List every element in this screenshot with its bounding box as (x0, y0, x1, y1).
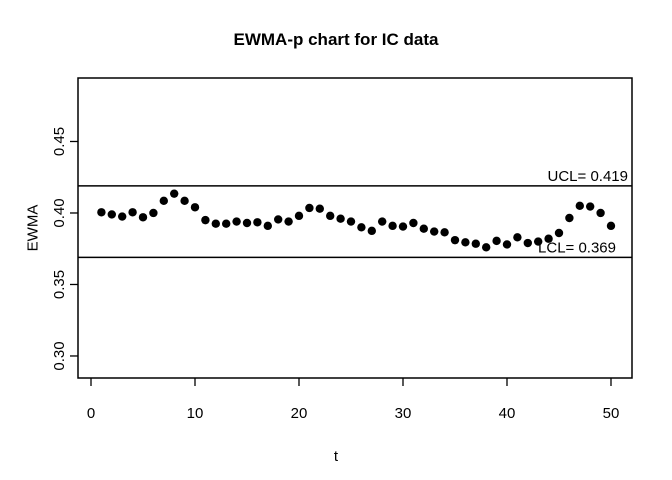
data-point (346, 217, 356, 226)
x-tick-label: 30 (395, 405, 412, 422)
x-tick-label: 0 (87, 405, 95, 422)
y-tick-label: 0.35 (51, 270, 68, 299)
data-point (97, 208, 106, 217)
x-tick-label: 40 (499, 405, 516, 422)
data-point (117, 212, 127, 221)
data-point (377, 217, 387, 226)
data-point (284, 217, 293, 226)
data-point (180, 196, 189, 206)
data-point (481, 243, 491, 252)
data-point (585, 202, 595, 211)
data-point (294, 211, 304, 221)
data-point (242, 218, 252, 228)
data-point (273, 215, 283, 224)
data-point (429, 227, 439, 236)
data-point (398, 222, 408, 231)
x-tick-label: 20 (291, 405, 308, 422)
data-point (492, 236, 501, 246)
data-point (232, 217, 241, 226)
plot-border (77, 77, 633, 379)
data-point (325, 211, 335, 221)
data-point (440, 228, 449, 237)
data-point (107, 210, 116, 219)
data-point (367, 226, 376, 236)
data-point (169, 189, 179, 198)
data-point (201, 215, 210, 225)
data-point (461, 238, 470, 247)
data-point (128, 208, 137, 217)
x-tick-label: 50 (603, 405, 620, 422)
data-point (596, 208, 605, 218)
data-point (190, 203, 200, 212)
data-point (409, 218, 418, 228)
x-axis-label: t (333, 448, 339, 465)
data-point (554, 228, 564, 238)
data-point (419, 224, 428, 233)
data-point (149, 208, 158, 218)
ucl-label: UCL= 0.419 (548, 168, 628, 185)
data-point (305, 203, 314, 213)
data-point (388, 221, 397, 231)
data-point (606, 221, 616, 231)
data-point (575, 201, 584, 211)
data-point (138, 213, 148, 222)
data-point (253, 218, 262, 227)
y-tick-label: 0.30 (51, 341, 68, 370)
data-point (357, 223, 366, 232)
data-point (513, 233, 522, 242)
x-tick-label: 10 (187, 405, 204, 422)
data-point (159, 196, 168, 206)
data-point (471, 239, 480, 248)
y-tick-label: 0.45 (51, 127, 68, 156)
data-point (221, 219, 231, 228)
chart-title: EWMA-p chart for IC data (233, 30, 439, 49)
data-point (263, 221, 272, 231)
data-point (211, 219, 220, 228)
data-point (565, 213, 574, 223)
data-point (336, 214, 345, 223)
y-axis-label: EWMA (24, 204, 42, 252)
data-point (315, 204, 324, 213)
data-point (533, 237, 543, 246)
data-point (523, 238, 532, 248)
lcl-label: LCL= 0.369 (538, 239, 616, 256)
data-point (544, 234, 553, 243)
data-point (502, 240, 512, 249)
data-point (450, 235, 460, 245)
y-tick-label: 0.40 (51, 198, 68, 227)
